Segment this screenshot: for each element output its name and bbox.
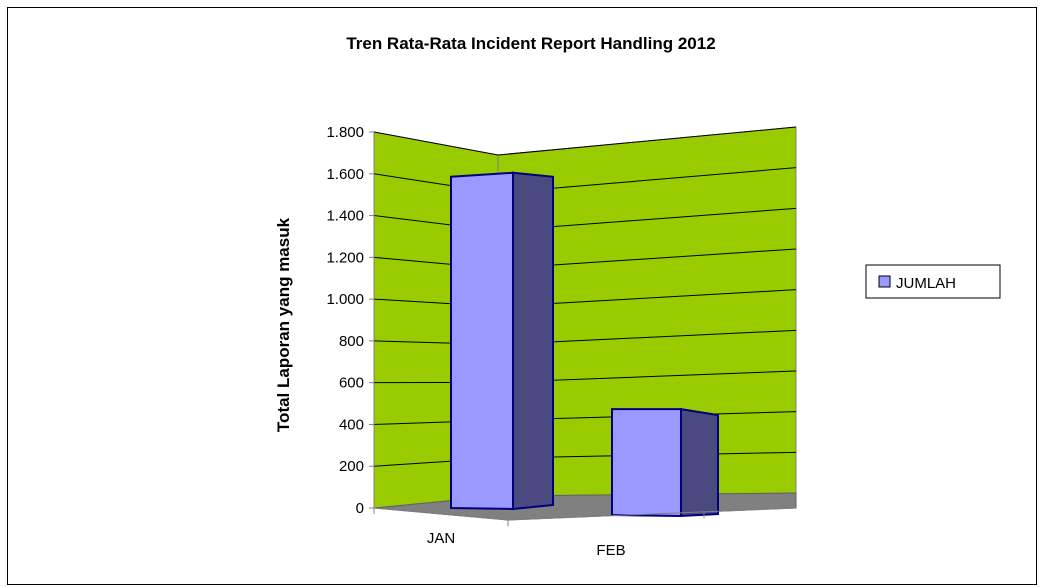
y-tick-label: 1.800 — [326, 124, 364, 141]
y-tick-label: 0 — [356, 500, 364, 517]
chart-title: Tren Rata-Rata Incident Report Handling … — [346, 34, 715, 53]
y-tick-label: 1.600 — [326, 166, 364, 183]
bars — [450, 171, 719, 518]
y-tick-label: 400 — [339, 416, 364, 433]
legend-label: JUMLAH — [896, 275, 956, 292]
bar-jan — [450, 171, 554, 511]
bar-side-face — [680, 407, 719, 518]
gridline — [373, 126, 797, 156]
x-tick-labels: JAN FEB — [427, 530, 626, 559]
y-axis-label: Total Laporan yang masuk — [274, 217, 293, 432]
bar-front-face — [611, 408, 682, 518]
x-tick-label: JAN — [427, 530, 455, 547]
y-tick-labels: 0 200 400 600 800 1.000 1.200 1.400 1.600 1.800 — [326, 124, 364, 517]
y-tick-label: 1.000 — [326, 291, 364, 308]
bar-front-face — [450, 171, 514, 511]
y-tick-label: 1.400 — [326, 208, 364, 225]
y-tick-label: 1.200 — [326, 249, 364, 266]
legend: JUMLAH — [865, 264, 1001, 299]
axes — [369, 131, 797, 526]
y-tick-label: 200 — [339, 458, 364, 475]
y-tick-label: 600 — [339, 375, 364, 392]
bar-feb — [611, 407, 719, 518]
bar-side-face — [512, 171, 554, 511]
y-tick-label: 800 — [339, 333, 364, 350]
legend-swatch — [878, 275, 891, 288]
x-tick-label: FEB — [596, 542, 625, 559]
